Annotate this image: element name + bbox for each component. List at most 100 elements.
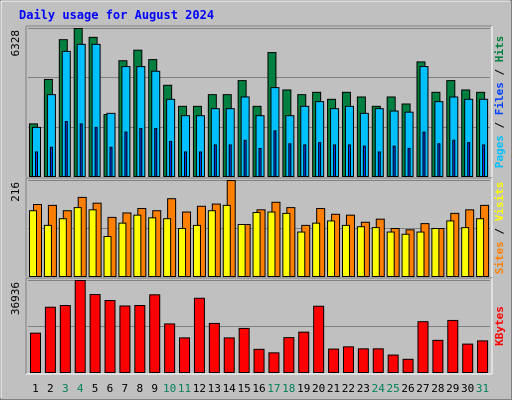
bar-kbytes-day-14 bbox=[223, 337, 235, 374]
bar-files-day-25 bbox=[392, 145, 396, 177]
x-tick-label-day-10: 10 bbox=[163, 382, 176, 395]
bar-visits-day-19 bbox=[297, 231, 306, 277]
bar-kbytes-day-3 bbox=[59, 304, 71, 373]
legend-3: KBytes bbox=[493, 306, 506, 346]
x-tick-label-day-11: 11 bbox=[178, 382, 191, 395]
bar-visits-day-9 bbox=[148, 217, 157, 277]
bar-files-day-9 bbox=[154, 128, 158, 178]
x-tick-label-day-22: 22 bbox=[342, 382, 355, 395]
bar-files-day-26 bbox=[407, 147, 411, 178]
legend-separator: / bbox=[493, 62, 506, 82]
x-tick-label-day-16: 16 bbox=[252, 382, 265, 395]
bar-kbytes-day-1 bbox=[30, 332, 41, 374]
x-tick-label-day-31: 31 bbox=[476, 382, 489, 395]
bar-visits-day-26 bbox=[401, 233, 410, 277]
x-tick-label-day-14: 14 bbox=[223, 382, 237, 395]
x-tick-label-day-23: 23 bbox=[357, 382, 370, 395]
bar-visits-day-14 bbox=[222, 204, 231, 277]
x-tick-label-day-12: 12 bbox=[193, 382, 206, 395]
x-tick-label-day-29: 29 bbox=[446, 382, 459, 395]
bar-kbytes-day-15 bbox=[238, 327, 250, 374]
legend-item-kbytes: KBytes bbox=[493, 306, 506, 346]
x-tick-label-day-13: 13 bbox=[208, 382, 221, 395]
x-tick-label-day-17: 17 bbox=[267, 382, 280, 395]
bar-files-day-31 bbox=[482, 144, 486, 177]
bar-files-day-19 bbox=[303, 144, 307, 177]
bar-visits-day-12 bbox=[192, 224, 201, 277]
panel-2 bbox=[25, 177, 493, 279]
x-tick-label-day-26: 26 bbox=[401, 382, 414, 395]
x-tick-label-day-20: 20 bbox=[312, 382, 325, 395]
bar-visits-day-24 bbox=[371, 227, 380, 278]
bar-kbytes-day-20 bbox=[313, 305, 325, 373]
bar-files-day-21 bbox=[333, 144, 337, 177]
bar-visits-day-30 bbox=[461, 227, 470, 278]
x-tick-label-day-1: 1 bbox=[32, 382, 39, 395]
panel-3 bbox=[25, 277, 493, 375]
bar-kbytes-day-13 bbox=[208, 322, 220, 373]
bar-kbytes-day-22 bbox=[342, 346, 354, 374]
panel-1 bbox=[25, 25, 493, 179]
bar-visits-day-31 bbox=[476, 218, 485, 278]
legend-item-hits: Hits bbox=[493, 36, 506, 63]
x-tick-label-day-7: 7 bbox=[122, 382, 129, 395]
x-tick-label-day-4: 4 bbox=[77, 382, 84, 395]
x-tick-label-day-2: 2 bbox=[47, 382, 54, 395]
bar-visits-day-29 bbox=[446, 220, 455, 277]
y-max-label-1: 6328 bbox=[9, 30, 22, 57]
x-tick-label-day-25: 25 bbox=[387, 382, 400, 395]
bar-files-day-13 bbox=[213, 144, 217, 177]
chart-title: Daily usage for August 2024 bbox=[19, 8, 214, 22]
x-tick-label-day-19: 19 bbox=[297, 382, 310, 395]
y-max-label-3: 36936 bbox=[9, 282, 22, 315]
bar-visits-day-27 bbox=[416, 231, 425, 277]
bar-files-day-4 bbox=[79, 123, 83, 177]
bar-visits-day-3 bbox=[58, 218, 67, 278]
bar-kbytes-day-10 bbox=[164, 323, 176, 374]
bar-visits-day-6 bbox=[103, 236, 112, 277]
bar-files-day-30 bbox=[467, 142, 471, 178]
bar-kbytes-day-30 bbox=[462, 343, 474, 374]
x-tick-label-day-8: 8 bbox=[136, 382, 143, 395]
x-tick-label-day-15: 15 bbox=[237, 382, 250, 395]
bar-files-day-5 bbox=[94, 126, 98, 177]
bar-files-day-6 bbox=[109, 146, 113, 178]
bar-visits-day-13 bbox=[207, 210, 216, 278]
bar-kbytes-day-24 bbox=[372, 348, 384, 374]
bar-kbytes-day-4 bbox=[74, 280, 86, 373]
bar-files-day-7 bbox=[124, 131, 128, 177]
bar-kbytes-day-8 bbox=[134, 304, 146, 373]
bar-visits-day-7 bbox=[118, 222, 127, 278]
bar-files-day-14 bbox=[228, 144, 232, 177]
bar-visits-day-16 bbox=[252, 212, 261, 277]
bar-visits-day-1 bbox=[29, 210, 37, 278]
legend-1: Pages / Files / Hits bbox=[493, 36, 506, 169]
bar-kbytes-day-19 bbox=[298, 331, 310, 373]
bar-files-day-29 bbox=[452, 139, 456, 177]
bar-visits-day-17 bbox=[267, 211, 276, 277]
bar-files-day-28 bbox=[437, 143, 441, 177]
bar-visits-day-20 bbox=[312, 222, 321, 278]
bar-visits-day-5 bbox=[88, 209, 97, 277]
bar-visits-day-4 bbox=[73, 207, 82, 277]
bar-files-day-22 bbox=[347, 144, 351, 177]
bar-visits-day-11 bbox=[178, 228, 187, 277]
legend-separator: / bbox=[493, 221, 506, 241]
legend-separator: / bbox=[493, 115, 506, 135]
legend-item-visits: Visits bbox=[493, 182, 506, 222]
legend-item-sites: Sites bbox=[493, 241, 506, 274]
bar-kbytes-day-11 bbox=[179, 337, 191, 374]
bar-visits-day-2 bbox=[43, 224, 52, 277]
bar-files-day-1 bbox=[35, 151, 38, 177]
bar-kbytes-day-12 bbox=[193, 297, 205, 374]
bar-kbytes-day-29 bbox=[447, 319, 459, 373]
bar-files-day-24 bbox=[377, 151, 381, 177]
bar-files-day-8 bbox=[139, 128, 143, 178]
bar-kbytes-day-7 bbox=[119, 305, 131, 374]
x-tick-label-day-5: 5 bbox=[92, 382, 99, 395]
legend-2: Sites / Visits bbox=[493, 182, 506, 275]
bar-files-day-10 bbox=[169, 140, 173, 178]
bar-files-day-27 bbox=[422, 131, 426, 177]
